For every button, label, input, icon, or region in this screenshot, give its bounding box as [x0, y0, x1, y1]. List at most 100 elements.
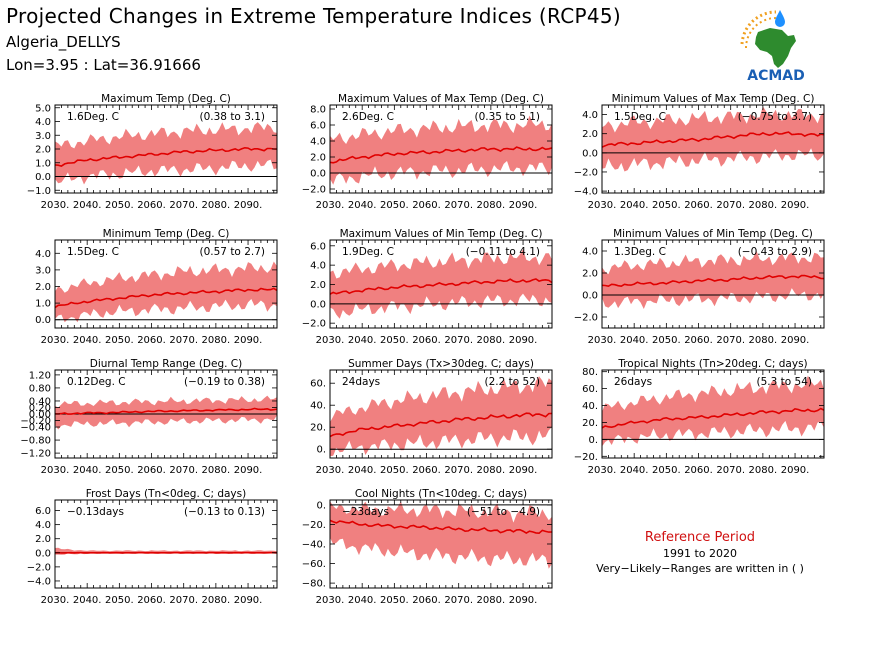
y-tick-label: 1.0: [35, 158, 51, 169]
plot-frame: [329, 104, 553, 194]
very-likely-range-label: (2.2 to 52): [485, 376, 540, 388]
y-tick-label: −2.0: [302, 319, 326, 330]
x-tick-label: 2090.: [509, 595, 538, 606]
x-tick-label: 2060.: [412, 200, 441, 211]
x-tick-label: 2040.: [620, 335, 649, 346]
y-tick-label: 1.0: [35, 299, 51, 310]
y-tick-label: −2.0: [27, 562, 51, 573]
x-tick-label: 2060.: [412, 465, 441, 476]
x-tick-label: 2030.: [588, 465, 617, 476]
x-tick-label: 2050.: [380, 200, 409, 211]
very-likely-range-label: (−51 to −4.9): [467, 506, 540, 518]
plot-frame: [329, 369, 553, 459]
mean-change-label: 2.6Deg. C: [342, 111, 394, 123]
very-likely-range-label: (0.57 to 2.7): [200, 246, 266, 258]
likely-range-band: [602, 106, 824, 172]
x-tick-label: 2040.: [348, 595, 377, 606]
x-tick-label: 2080.: [202, 465, 231, 476]
very-likely-range-label: (−0.19 to 0.38): [184, 376, 265, 388]
x-tick-label: 2050.: [105, 200, 134, 211]
x-tick-label: 2060.: [684, 465, 713, 476]
x-tick-label: 2070.: [444, 335, 473, 346]
very-likely-range-label: (0.38 to 3.1): [200, 111, 266, 123]
ensemble-mean-line: [602, 407, 824, 429]
x-tick-label: 2050.: [652, 200, 681, 211]
x-tick-label: 2060.: [137, 200, 166, 211]
y-tick-label: −4.0: [574, 187, 598, 198]
plot-frame: [54, 239, 278, 329]
y-tick-label: 0.0: [35, 172, 51, 183]
x-tick-label: 2090.: [234, 200, 263, 211]
africa-map-icon: [755, 28, 796, 68]
mean-change-label: 1.6Deg. C: [67, 111, 119, 123]
y-tick-label: 2.0: [35, 282, 51, 293]
x-tick-label: 2070.: [444, 465, 473, 476]
x-tick-label: 2080.: [749, 335, 778, 346]
mean-change-label: −23days: [342, 506, 389, 518]
chart-panel-9: 2030. 2040. 2050. 2060. 2070. 2080. 2090. −20. 0…: [574, 358, 825, 476]
coordinates-label: Lon=3.95 : Lat=36.91666: [6, 56, 201, 74]
chart-panel-3: 2030. 2040. 2050. 2060. 2070. 2080. 2090. −4.0 −…: [574, 93, 825, 211]
y-tick-label: 0.0: [35, 548, 51, 559]
y-tick-label: 2.0: [310, 280, 326, 291]
x-tick-label: 2030.: [316, 465, 345, 476]
y-tick-label: 0.0: [310, 169, 326, 180]
y-tick-label: 4.0: [35, 249, 51, 260]
x-tick-label: 2050.: [105, 465, 134, 476]
mean-change-label: 1.3Deg. C: [614, 246, 666, 258]
reference-title: Reference Period: [644, 530, 756, 545]
x-tick-label: 2030.: [316, 335, 345, 346]
chart-title: Maximum Values of Max Temp (Deg. C): [338, 93, 544, 105]
x-tick-label: 2050.: [652, 335, 681, 346]
x-tick-label: 2080.: [477, 335, 506, 346]
x-tick-label: 2090.: [781, 465, 810, 476]
x-tick-label: 2050.: [380, 465, 409, 476]
chart-title: Cool Nights (Tn<10deg. C; days): [355, 488, 527, 500]
y-tick-label: −0.40: [20, 423, 51, 434]
x-tick-label: 2040.: [73, 595, 102, 606]
y-tick-label: −0.20: [20, 416, 51, 427]
chart-panel-7: 2030. 2040. 2050. 2060. 2070. 2080. 2090. −1.20…: [20, 358, 278, 476]
logo-text: ACMAD: [747, 68, 805, 84]
y-tick-label: 60.: [310, 379, 326, 390]
x-tick-label: 2040.: [73, 200, 102, 211]
x-tick-label: 2070.: [169, 465, 198, 476]
likely-range-band: [55, 261, 277, 323]
chart-title: Diurnal Temp Range (Deg. C): [90, 358, 242, 370]
x-tick-label: 2030.: [41, 465, 70, 476]
reference-box: Reference Period 1991 to 2020 Very−Likel…: [560, 530, 840, 575]
very-likely-range-label: (0.35 to 5.1): [475, 111, 541, 123]
ensemble-mean-line: [602, 131, 824, 148]
x-tick-label: 2080.: [202, 335, 231, 346]
ensemble-mean-line: [602, 274, 824, 288]
y-tick-label: 0.00: [29, 410, 51, 421]
y-tick-label: 4.0: [310, 137, 326, 148]
x-tick-label: 2060.: [137, 335, 166, 346]
x-tick-label: 2060.: [137, 595, 166, 606]
y-tick-label: 4.0: [35, 520, 51, 531]
x-tick-label: 2050.: [105, 335, 134, 346]
y-tick-label: 0.: [316, 445, 326, 456]
chart-panel-10: 2030. 2040. 2050. 2060. 2070. 2080. 2090. −4.0 −…: [27, 488, 278, 606]
x-tick-label: 2070.: [169, 595, 198, 606]
x-tick-label: 2080.: [749, 465, 778, 476]
y-tick-label: 60.: [582, 384, 598, 395]
y-tick-label: 40.: [310, 401, 326, 412]
x-tick-label: 2050.: [380, 335, 409, 346]
x-tick-label: 2060.: [684, 200, 713, 211]
x-tick-label: 2080.: [477, 465, 506, 476]
x-tick-label: 2030.: [588, 200, 617, 211]
ensemble-mean-line: [55, 407, 277, 415]
very-likely-range-label: (−0.75 to 3.7): [738, 111, 812, 123]
water-drop-icon: [775, 10, 785, 27]
y-tick-label: −1.20: [20, 449, 51, 460]
location-label: Algeria_DELLYS: [6, 33, 121, 51]
plot-frame: [54, 499, 278, 589]
x-tick-label: 2030.: [41, 200, 70, 211]
x-tick-label: 2080.: [202, 200, 231, 211]
x-tick-label: 2050.: [652, 465, 681, 476]
y-tick-label: 80.: [582, 367, 598, 378]
y-tick-label: 1.20: [29, 370, 51, 381]
y-tick-label: 4.0: [310, 261, 326, 272]
y-tick-label: 2.0: [582, 269, 598, 280]
